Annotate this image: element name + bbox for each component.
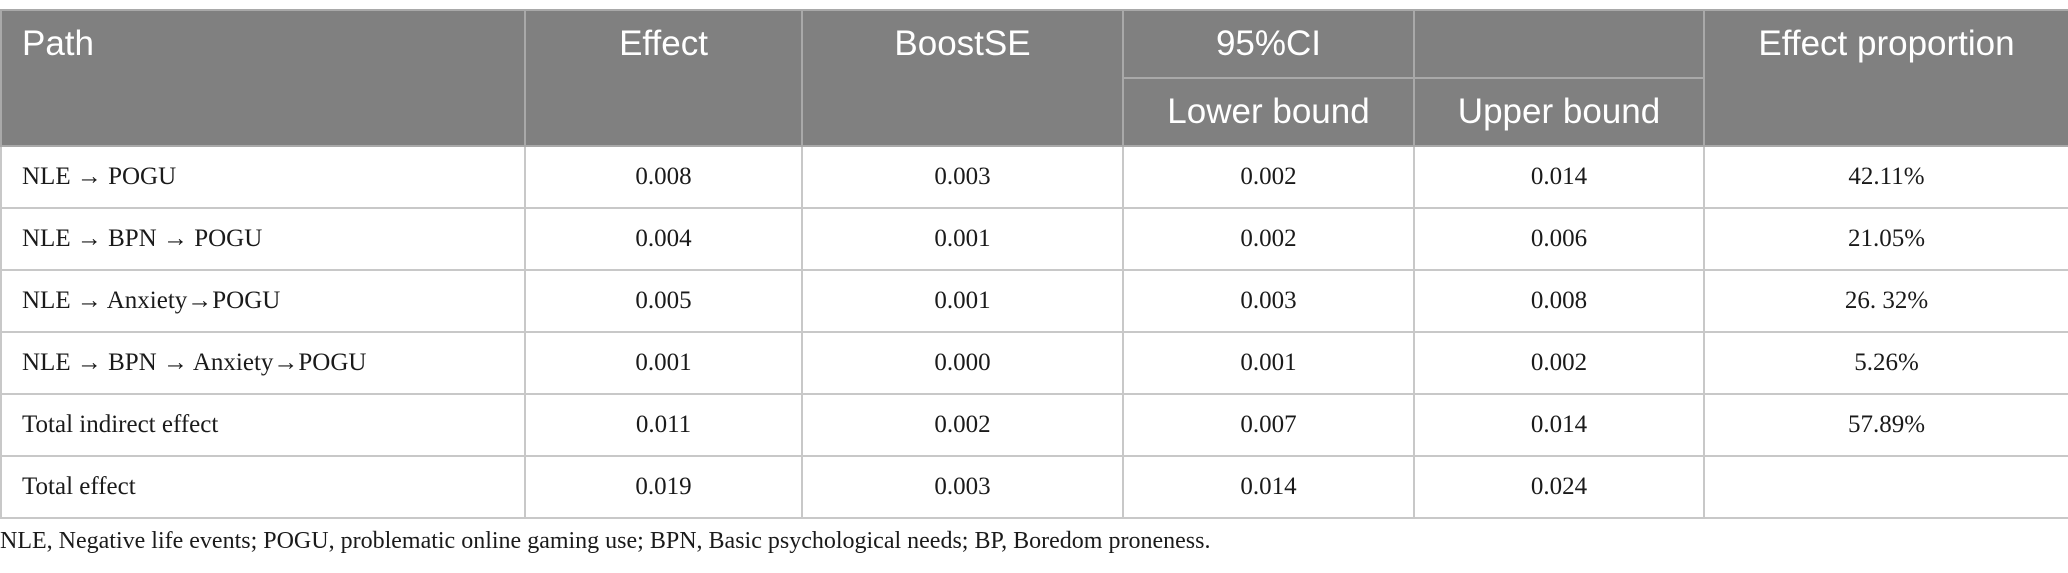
cell-boostse: 0.001 [801,207,1124,271]
cell-upper: 0.024 [1413,455,1705,519]
cell-lower: 0.014 [1122,455,1415,519]
cell-upper: 0.008 [1413,269,1705,333]
cell-boostse: 0.000 [801,331,1124,395]
cell-path: NLE → BPN → Anxiety→POGU [0,331,526,395]
mediation-effects-table: Path Effect BoostSE 95%CI Effect proport… [0,9,2068,519]
cell-proportion: 21.05% [1703,207,2068,271]
header-path: Path [0,9,526,147]
header-row-bottom: Lower bound Upper bound [1,77,2068,147]
header-row-top: Path Effect BoostSE 95%CI Effect proport… [0,9,2068,147]
table-row: NLE → BPN → POGU 0.004 0.001 0.002 0.006… [0,207,2068,271]
cell-proportion: 42.11% [1703,145,2068,209]
cell-proportion: 26. 32% [1703,269,2068,333]
table-row: NLE → Anxiety→POGU 0.005 0.001 0.003 0.0… [0,269,2068,333]
table-row: Total indirect effect 0.011 0.002 0.007 … [0,393,2068,457]
cell-lower: 0.002 [1122,145,1415,209]
cell-effect: 0.008 [524,145,803,209]
cell-upper: 0.014 [1413,145,1705,209]
table-row: Total effect 0.019 0.003 0.014 0.024 [0,455,2068,519]
cell-upper: 0.006 [1413,207,1705,271]
header-lower-bound: Lower bound [1122,77,1415,147]
header-effect-proportion: Effect proportion [1703,9,2068,147]
table-row: NLE → POGU 0.008 0.003 0.002 0.014 42.11… [0,145,2068,209]
cell-effect: 0.005 [524,269,803,333]
header-upper-bound: Upper bound [1413,77,1705,147]
cell-proportion [1703,455,2068,519]
cell-boostse: 0.003 [801,455,1124,519]
cell-path: NLE → Anxiety→POGU [0,269,526,333]
cell-boostse: 0.001 [801,269,1124,333]
cell-boostse: 0.003 [801,145,1124,209]
cell-lower: 0.007 [1122,393,1415,457]
cell-upper: 0.014 [1413,393,1705,457]
cell-path: NLE → POGU [0,145,526,209]
header-ci: 95%CI [1122,9,1415,79]
cell-effect: 0.019 [524,455,803,519]
cell-lower: 0.003 [1122,269,1415,333]
cell-proportion: 5.26% [1703,331,2068,395]
cell-lower: 0.002 [1122,207,1415,271]
cell-path: NLE → BPN → POGU [0,207,526,271]
cell-path: Total effect [0,455,526,519]
cell-lower: 0.001 [1122,331,1415,395]
table-footnote: NLE, Negative life events; POGU, problem… [0,528,1211,554]
cell-upper: 0.002 [1413,331,1705,395]
header-effect: Effect [524,9,803,147]
cell-proportion: 57.89% [1703,393,2068,457]
table-row: NLE → BPN → Anxiety→POGU 0.001 0.000 0.0… [0,331,2068,395]
header-boostse: BoostSE [801,9,1124,147]
cell-effect: 0.004 [524,207,803,271]
cell-boostse: 0.002 [801,393,1124,457]
header-empty [1413,9,1705,79]
cell-effect: 0.011 [524,393,803,457]
cell-effect: 0.001 [524,331,803,395]
cell-path: Total indirect effect [0,393,526,457]
